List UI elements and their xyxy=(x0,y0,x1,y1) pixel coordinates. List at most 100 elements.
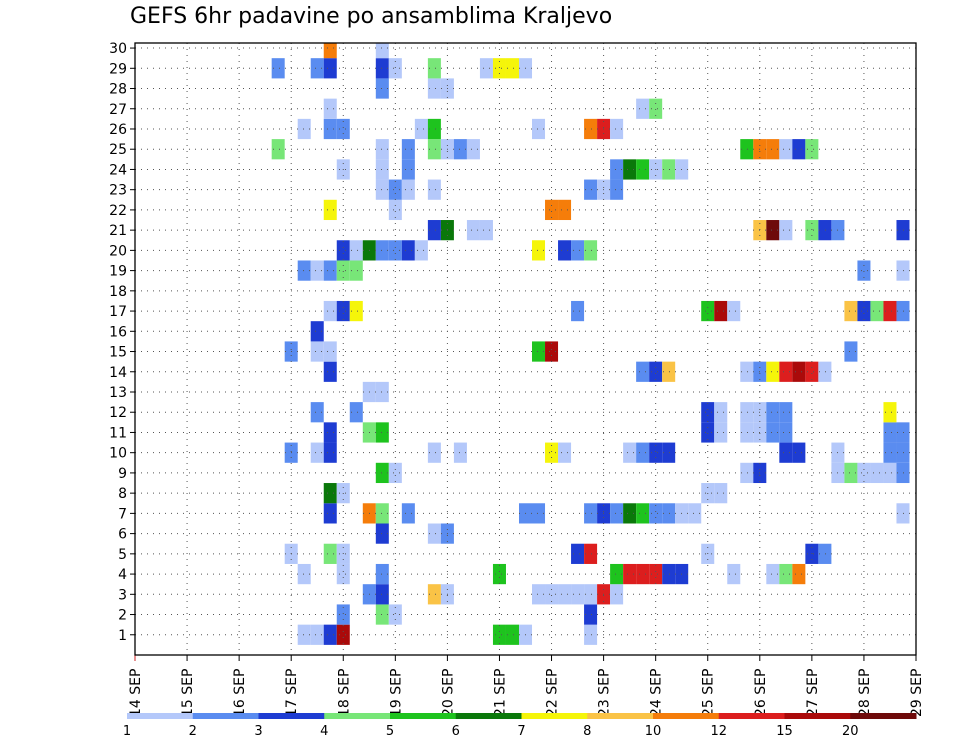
heatmap-cell xyxy=(610,563,624,585)
heatmap-cell xyxy=(297,260,311,281)
heatmap-cell xyxy=(714,422,728,443)
heatmap-cell xyxy=(388,462,402,484)
heatmap-cell xyxy=(427,118,441,140)
heatmap-cell xyxy=(323,442,337,463)
heatmap-cell xyxy=(779,402,793,423)
y-tick-label: 9 xyxy=(118,466,127,482)
y-tick-label: 30 xyxy=(109,41,127,57)
heatmap-cell xyxy=(584,584,598,605)
x-tick-label: 26 SEP xyxy=(753,669,769,717)
colorbar-swatch xyxy=(784,713,851,719)
y-tick-label: 22 xyxy=(109,203,127,219)
heatmap-cell xyxy=(896,503,910,524)
heatmap-cell xyxy=(662,563,676,585)
heatmap-cell xyxy=(610,584,624,605)
heatmap-cell xyxy=(375,604,389,625)
heatmap-cell xyxy=(779,422,793,443)
chart-title: GEFS 6hr padavine po ansamblima Kraljevo xyxy=(130,4,613,29)
heatmap-cell xyxy=(779,563,793,585)
heatmap-cell xyxy=(870,300,884,322)
heatmap-cell xyxy=(883,442,897,463)
heatmap-cell xyxy=(844,300,858,322)
y-tick-label: 28 xyxy=(109,82,127,98)
heatmap-cell xyxy=(545,199,559,221)
heatmap-cell xyxy=(532,240,546,261)
heatmap-cell xyxy=(375,179,389,200)
heatmap-cell xyxy=(492,563,506,585)
y-tick-label: 25 xyxy=(109,142,127,158)
heatmap-cell xyxy=(610,503,624,524)
heatmap-cell xyxy=(584,624,598,645)
colorbar-label: 4 xyxy=(320,724,328,739)
heatmap-cell xyxy=(740,402,754,423)
heatmap-cell xyxy=(571,240,585,261)
heatmap-cell xyxy=(896,220,910,241)
y-tick-label: 16 xyxy=(109,324,127,340)
heatmap-cell xyxy=(584,240,598,261)
y-tick-label: 27 xyxy=(109,102,127,118)
y-tick-label: 11 xyxy=(109,425,127,441)
heatmap-cell xyxy=(427,58,441,79)
heatmap-cell xyxy=(662,442,676,463)
heatmap-cell xyxy=(427,584,441,605)
colorbar-swatch xyxy=(455,713,522,719)
heatmap-cell xyxy=(714,402,728,423)
heatmap-cell xyxy=(857,462,871,484)
y-tick-label: 1 xyxy=(118,628,127,644)
heatmap-cell xyxy=(323,98,337,119)
colorbar-swatch xyxy=(258,713,325,719)
heatmap-cell xyxy=(883,422,897,443)
heatmap-cell xyxy=(636,503,650,524)
x-tick-label: 17 SEP xyxy=(284,669,300,717)
heatmap-cell xyxy=(701,402,715,423)
heatmap-cell xyxy=(323,58,337,79)
x-tick-label: 20 SEP xyxy=(440,669,456,717)
colorbar-swatch xyxy=(587,713,654,719)
heatmap-cell xyxy=(336,624,350,645)
heatmap-cell xyxy=(401,139,415,160)
heatmap-cell xyxy=(323,300,337,322)
colorbar-label: 7 xyxy=(517,724,525,739)
heatmap-cell xyxy=(779,361,793,382)
colorbar-legend: 1 2 3 4 5 6 7 8 10 12 15 20 xyxy=(123,713,917,739)
y-tick-label: 12 xyxy=(109,405,127,421)
heatmap-cell xyxy=(649,563,663,585)
heatmap-cell xyxy=(571,584,585,605)
heatmap-cell xyxy=(649,361,663,382)
heatmap-cell xyxy=(297,563,311,585)
heatmap-cell xyxy=(701,300,715,322)
plot-frame xyxy=(134,42,917,656)
heatmap-cell xyxy=(766,402,780,423)
chart-grid xyxy=(135,43,916,655)
heatmap-cell xyxy=(662,361,676,382)
heatmap-cell xyxy=(323,422,337,443)
heatmap-cell xyxy=(662,503,676,524)
heatmap-cell xyxy=(427,139,441,160)
heatmap-cell xyxy=(857,300,871,322)
heatmap-cell xyxy=(375,563,389,585)
colorbar-swatch xyxy=(850,713,917,719)
heatmap-cell xyxy=(323,43,337,59)
heatmap-cells xyxy=(271,43,910,645)
heatmap-cell xyxy=(818,220,832,241)
heatmap-cell xyxy=(310,624,324,645)
heatmap-cell xyxy=(740,361,754,382)
heatmap-cell xyxy=(375,139,389,160)
heatmap-cell xyxy=(375,584,389,605)
heatmap-cell xyxy=(792,442,806,463)
heatmap-cell xyxy=(375,462,389,484)
heatmap-cell xyxy=(532,503,546,524)
y-tick-label: 8 xyxy=(118,486,127,502)
heatmap-cell xyxy=(492,58,506,79)
colorbar-swatch xyxy=(324,713,391,719)
heatmap-cell xyxy=(623,159,637,180)
heatmap-cell xyxy=(805,220,819,241)
heatmap-cell xyxy=(427,442,441,463)
y-tick-label: 24 xyxy=(109,162,127,178)
heatmap-cell xyxy=(492,624,506,645)
x-tick-label: 14 SEP xyxy=(128,669,144,717)
heatmap-cell xyxy=(883,462,897,484)
x-tick-label: 16 SEP xyxy=(232,669,248,717)
heatmap-cell xyxy=(375,381,389,403)
heatmap-cell xyxy=(401,503,415,524)
